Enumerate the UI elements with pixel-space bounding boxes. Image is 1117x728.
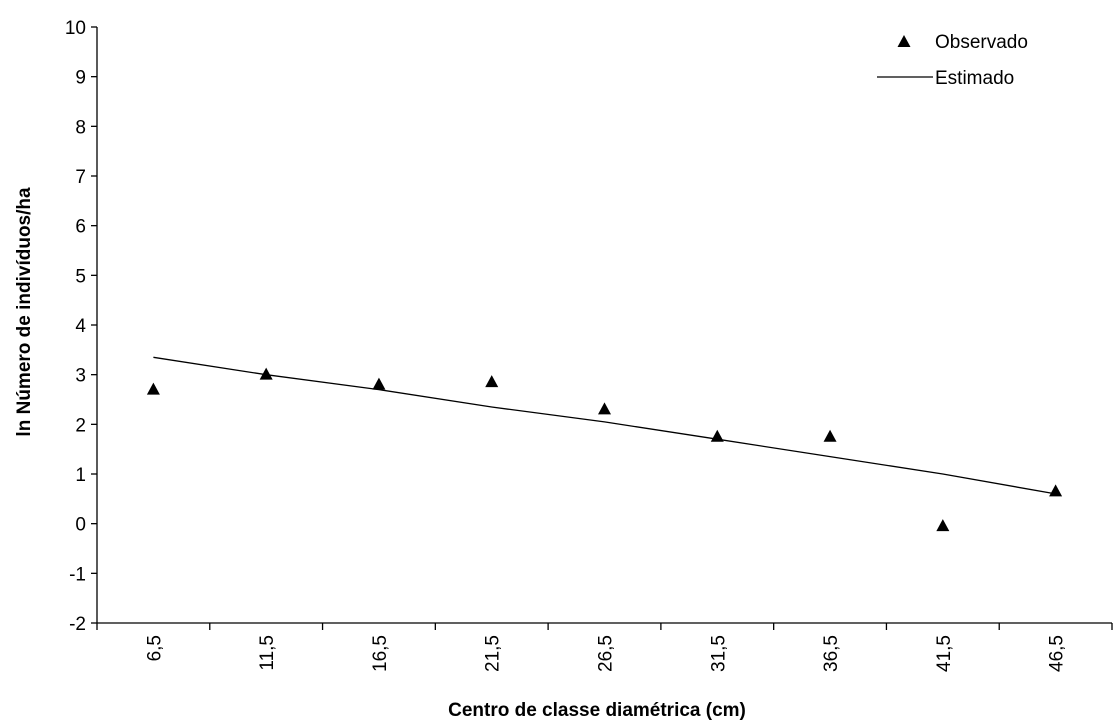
legend-observed-marker — [897, 35, 911, 47]
observed-point — [146, 382, 160, 395]
estimated-line-series — [153, 356, 1056, 495]
x-tick-label: 16,5 — [370, 635, 391, 672]
observed-point — [936, 519, 950, 532]
y-tick-label: 2 — [75, 415, 86, 436]
x-tick-label: 46,5 — [1047, 635, 1068, 672]
observed-point — [598, 402, 611, 415]
axes — [96, 27, 1112, 624]
observed-point — [823, 429, 837, 442]
y-tick-label: -2 — [69, 614, 86, 635]
x-axis-ticks: 6,5 11,5 16,5 21,5 26,5 31,5 36,5 41,5 46,5 — [96, 623, 1113, 672]
x-tick-label: 31,5 — [708, 635, 729, 672]
y-tick-label: 8 — [75, 117, 86, 138]
observed-point — [372, 377, 386, 390]
x-tick-label: 36,5 — [821, 635, 842, 672]
x-tick-label: 21,5 — [483, 635, 504, 672]
y-tick-label: 6 — [75, 217, 86, 238]
y-tick-label: 5 — [75, 266, 86, 287]
observed-points-series — [146, 367, 1063, 532]
y-tick-label: 9 — [75, 68, 86, 89]
y-tick-label: 3 — [75, 366, 86, 387]
y-tick-label: 4 — [75, 316, 86, 337]
y-tick-label: 7 — [75, 167, 86, 188]
y-tick-label: -1 — [69, 564, 86, 585]
x-tick-label: 41,5 — [934, 635, 955, 672]
x-tick-label: 11,5 — [257, 635, 278, 671]
y-tick-label: 1 — [75, 465, 86, 486]
observed-point — [1049, 484, 1063, 497]
estimated-line — [153, 356, 1056, 495]
legend: Observado Estimado — [877, 32, 1028, 89]
observed-point — [259, 367, 273, 380]
observed-point — [485, 375, 499, 388]
legend-estimated-label: Estimado — [935, 68, 1014, 89]
legend-observed-label: Observado — [935, 32, 1028, 53]
x-axis-title: Centro de classe diamétrica (cm) — [448, 700, 746, 721]
x-tick-label: 6,5 — [144, 635, 165, 661]
y-axis-title: ln Número de indivíduos/ha — [14, 187, 35, 437]
y-tick-label: 10 — [65, 18, 86, 39]
y-axis-ticks: -2 -1 0 1 2 3 4 5 6 7 8 9 10 — [65, 18, 97, 635]
observed-point — [710, 429, 724, 442]
y-tick-label: 0 — [75, 515, 86, 536]
x-tick-label: 26,5 — [596, 635, 617, 672]
